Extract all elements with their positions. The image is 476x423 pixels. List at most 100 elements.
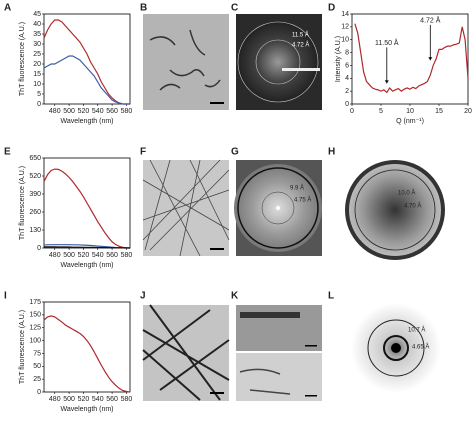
panel-label: L: [328, 291, 334, 302]
x-tick-label: 540: [92, 108, 104, 115]
y-axis-label: ThT fluorescence (A.U.): [19, 22, 26, 96]
x-tick-label: 10: [406, 108, 414, 115]
x-tick-label: 5: [379, 108, 383, 115]
data-line: [43, 55, 130, 105]
panel-label: J: [140, 291, 146, 302]
x-axis-label: Wavelength (nm): [60, 406, 113, 413]
y-tick-label: 5: [37, 91, 41, 98]
annotation: 4.70 Å: [404, 203, 421, 210]
x-tick-label: 480: [49, 396, 61, 403]
annotation: 10.7 Å: [408, 327, 425, 334]
diffraction-g: 9.9 Å 4.75 Å: [234, 160, 322, 256]
diffraction-c: 11.5 Å 4.72 Å: [236, 14, 322, 110]
y-tick-label: 390: [29, 191, 41, 198]
panel-label: K: [231, 291, 239, 302]
y-tick-label: 260: [29, 209, 41, 216]
panel-label: F: [140, 147, 146, 158]
x-tick-label: 520: [78, 252, 90, 259]
annotation: 4.75 Å: [294, 197, 311, 204]
x-tick-label: 500: [63, 252, 75, 259]
panel-label: H: [328, 147, 335, 158]
y-tick-label: 0: [37, 389, 41, 396]
x-tick-label: 520: [78, 108, 90, 115]
y-tick-label: 0: [37, 101, 41, 108]
data-line: [43, 315, 131, 393]
panel-label: B: [140, 3, 147, 14]
y-tick-label: 14: [341, 11, 349, 18]
x-tick-label: 580: [121, 108, 133, 115]
panel-label: A: [4, 3, 11, 14]
x-tick-label: 500: [63, 108, 75, 115]
diffraction-l: 10.7 Å 4.65 Å: [351, 303, 441, 393]
annotation: 11.5 Å: [292, 32, 309, 39]
x-tick-label: 20: [464, 108, 472, 115]
x-axis-label: Q (nm⁻¹): [396, 118, 424, 125]
y-tick-label: 150: [29, 312, 41, 319]
y-tick-label: 8: [345, 49, 349, 56]
y-tick-label: 650: [29, 155, 41, 162]
y-tick-label: 25: [33, 376, 41, 383]
y-tick-label: 35: [33, 31, 41, 38]
y-tick-label: 0: [37, 245, 41, 252]
y-tick-label: 520: [29, 173, 41, 180]
annotation: 4.72 Å: [292, 42, 309, 49]
y-tick-label: 6: [345, 62, 349, 69]
x-tick-label: 480: [49, 108, 61, 115]
plot-frame: [43, 157, 131, 249]
x-tick-label: 540: [92, 252, 104, 259]
diffraction-h: 10.0 Å 4.70 Å: [345, 160, 445, 260]
x-tick-label: 580: [121, 396, 133, 403]
y-tick-label: 10: [341, 37, 349, 44]
plot-frame: [43, 13, 131, 105]
x-tick-label: 0: [350, 108, 354, 115]
x-tick-label: 580: [121, 252, 133, 259]
plot-frame: [351, 13, 469, 105]
annotation: 4.72 Å: [420, 16, 441, 25]
x-tick-label: 500: [63, 396, 75, 403]
annotation: 4.65 Å: [412, 344, 429, 351]
y-tick-label: 75: [33, 350, 41, 357]
x-tick-label: 520: [78, 396, 90, 403]
panel-label: I: [4, 291, 7, 302]
y-tick-label: 10: [33, 81, 41, 88]
y-tick-label: 30: [33, 41, 41, 48]
plot-frame: [43, 301, 131, 393]
tem-image-f: [142, 159, 230, 257]
arrow-head: [384, 80, 389, 84]
panel-label: E: [4, 147, 11, 158]
y-tick-label: 2: [345, 88, 349, 95]
y-tick-label: 4: [345, 75, 349, 82]
annotation: 10.0 Å: [398, 190, 415, 197]
annotation: 9.9 Å: [290, 185, 304, 192]
y-axis-label: Intensity (A.U.): [335, 36, 342, 82]
panel-label: G: [231, 147, 239, 158]
x-tick-label: 560: [106, 396, 118, 403]
y-tick-label: 45: [33, 11, 41, 18]
panel-label: D: [328, 3, 335, 14]
y-tick-label: 100: [29, 337, 41, 344]
y-tick-label: 175: [29, 299, 41, 306]
data-line: [354, 23, 469, 94]
data-line: [44, 246, 130, 249]
y-tick-label: 125: [29, 325, 41, 332]
y-tick-label: 40: [33, 21, 41, 28]
arrow-head: [428, 57, 433, 61]
y-tick-label: 0: [345, 101, 349, 108]
y-tick-label: 130: [29, 227, 41, 234]
y-axis-label: ThT fluorescence (A.U.): [19, 166, 26, 240]
tem-image-k: [236, 305, 322, 401]
y-tick-label: 15: [33, 71, 41, 78]
y-tick-label: 20: [33, 61, 41, 68]
y-tick-label: 50: [33, 363, 41, 370]
annotation: 11.50 Å: [375, 38, 399, 47]
y-axis-label: ThT fluorescence (A.U.): [19, 310, 26, 384]
y-tick-label: 12: [341, 24, 349, 31]
x-tick-label: 480: [49, 252, 61, 259]
tem-image-b: [143, 14, 229, 110]
x-axis-label: Wavelength (nm): [60, 262, 113, 269]
panel-label: C: [231, 3, 238, 14]
x-tick-label: 15: [435, 108, 443, 115]
x-tick-label: 540: [92, 396, 104, 403]
y-tick-label: 25: [33, 51, 41, 58]
